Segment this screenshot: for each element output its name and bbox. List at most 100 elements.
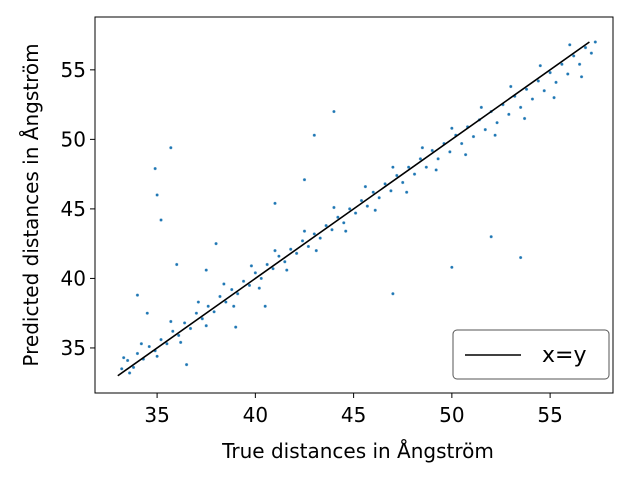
scatter-point [353,211,358,215]
scatter-point [548,70,552,75]
scatter-point [524,87,529,92]
scatter-point [493,133,497,137]
scatter-point [235,291,240,296]
scatter-point [507,112,511,117]
scatter-point [332,109,336,114]
scatter-point [135,293,140,297]
scatter-point [404,190,409,194]
scatter-point [542,88,546,93]
scatter-point [159,337,163,342]
scatter-point [593,40,598,44]
scatter-point [389,189,393,193]
y-tick-label: 35 [61,336,86,360]
scatter-point [359,198,364,203]
scatter-point [363,184,368,189]
scatter-point [391,165,395,169]
legend-label: x=y [542,343,586,368]
scatter-point [538,63,543,68]
scatter-point [342,221,346,225]
scatter-point [554,80,558,85]
scatter-point [518,105,523,110]
scatter-point [371,190,376,194]
scatter-point [420,145,425,150]
scatter-point [489,234,493,239]
scatter-point [324,223,328,228]
y-tick-label: 55 [61,58,86,82]
scatter-point [125,358,130,363]
scatter-point [135,351,140,356]
y-tick-label: 40 [61,266,86,290]
scatter-point [233,325,238,329]
scatter-point [530,97,535,101]
scatter-point [391,291,395,296]
scatter-point [119,367,124,371]
scatter-point [495,120,499,125]
scatter-point [560,62,564,67]
scatter-point [430,148,434,153]
x-tick-label: 55 [537,403,562,427]
x-axis-label: True distances in Ångström [221,439,494,463]
scatter-point [579,75,584,79]
scatter-point [169,319,173,324]
scatter-point [509,84,513,89]
scatter-point [222,282,226,286]
scatter-point [568,43,572,47]
scatter-point [436,157,440,161]
scatter-point [257,286,262,290]
scatter-point [448,150,452,154]
scatter-point [169,145,173,150]
scatter-point [212,310,216,314]
scatter-point [312,133,317,137]
scatter-point [259,276,263,281]
scatter-point [182,321,187,325]
scatter-point [218,294,222,299]
scatter-point [347,207,352,211]
scatter-point [214,241,218,246]
scatter-point [577,62,582,67]
scatter-point [412,172,417,176]
scatter-point [165,342,169,346]
scatter-point [277,254,281,258]
scatter-point [188,326,193,331]
scatter-point [285,268,289,272]
scatter-point [241,279,246,283]
scatter-point [271,266,275,271]
scatter-point [147,344,151,349]
line [117,41,590,377]
scatter-point [302,229,307,233]
scatter-point [155,193,159,197]
scatter-point [583,45,588,50]
scatter-point [483,127,488,132]
scatter-point [145,311,150,315]
scatter-point [121,355,126,360]
scatter-point [400,180,405,185]
scatter-point [196,300,201,304]
scatter-point [330,228,334,232]
scatter-point [343,229,348,233]
scatter-point [459,141,464,146]
scatter-point [518,255,523,260]
scatter-point [365,204,370,208]
scatter-point [471,134,476,139]
scatter-point [206,304,210,308]
y-tick-label: 45 [61,197,86,221]
scatter-point [200,316,205,321]
scatter-point [273,201,277,206]
scatter-point [571,54,576,58]
scatter-point [283,259,287,264]
scatter-point [418,157,423,161]
scatter-point [253,271,258,275]
scatter-point [176,333,181,338]
scatter-point [536,79,541,83]
scatter-point [395,173,399,178]
scatter-point [302,177,307,182]
scatter-point [131,365,136,370]
legend-box [452,329,610,380]
scatter-point [383,182,387,186]
scatter-point [127,371,132,375]
scatter-point [336,215,340,219]
scatter-point [312,232,317,236]
scatter-point [522,116,527,121]
scatter-point [406,165,411,169]
